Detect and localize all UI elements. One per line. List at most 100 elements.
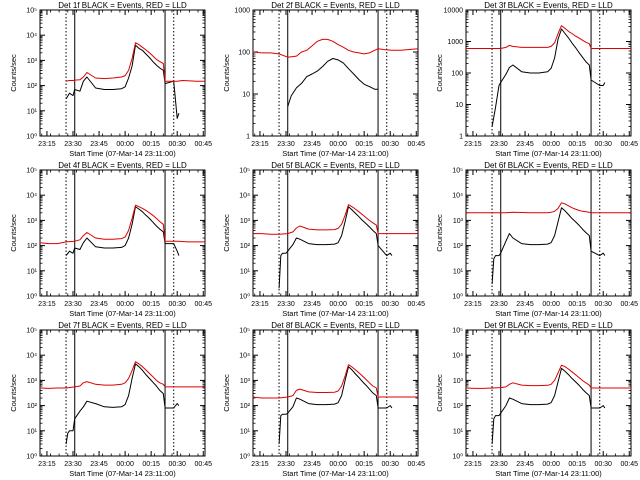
x-tick-label: 23:45 [303, 141, 321, 148]
x-tick-label: 23:30 [490, 461, 508, 468]
x-tick-label: 00:45 [194, 301, 212, 308]
y-tick-label: 100 [451, 71, 463, 78]
plot-frame [465, 9, 632, 137]
lld-series-line [252, 364, 418, 399]
x-tick-label: 00:15 [568, 461, 586, 468]
panel-title: Det 6f BLACK = Events, RED = LLD [484, 161, 613, 170]
y-tick-label: 1000 [234, 8, 250, 15]
panel-title: Det 9f BLACK = Events, RED = LLD [484, 321, 613, 330]
y-tick-label: 10¹ [27, 268, 38, 275]
y-tick-label: 10 [455, 102, 463, 109]
y-tick-label: 10² [453, 243, 464, 250]
x-tick-label: 00:45 [407, 461, 425, 468]
detector-panel-9f: Det 9f BLACK = Events, RED = LLD Counts/s… [435, 321, 638, 478]
y-axis-label: Counts/sec [222, 54, 231, 92]
events-series-line [65, 363, 180, 445]
panel-title: Det 3f BLACK = Events, RED = LLD [484, 1, 613, 10]
x-tick-label: 00:00 [329, 301, 347, 308]
panel-title: Det 7f BLACK = Events, RED = LLD [58, 321, 187, 330]
plot-frame [39, 329, 206, 457]
detector-panel-8f: Det 8f BLACK = Events, RED = LLD Counts/s… [222, 321, 425, 478]
y-tick-label: 10² [27, 83, 38, 90]
lld-series-line [465, 364, 631, 389]
x-tick-label: 23:45 [90, 141, 108, 148]
x-tick-label: 00:15 [142, 461, 160, 468]
x-axis-label: Start Time (07-Mar-14 23:11:00) [69, 149, 176, 158]
y-tick-label: 10⁴ [452, 353, 463, 360]
x-tick-label: 00:15 [355, 461, 373, 468]
y-tick-label: 10⁴ [26, 193, 37, 200]
y-tick-label: 10³ [27, 58, 38, 65]
panel-title: Det 2f BLACK = Events, RED = LLD [271, 1, 400, 10]
x-tick-label: 00:30 [594, 141, 612, 148]
plot-frame [39, 9, 206, 137]
x-tick-label: 23:45 [516, 141, 534, 148]
lld-series-line [466, 202, 631, 214]
y-tick-label: 10² [240, 243, 251, 250]
events-series-line [278, 366, 393, 445]
x-tick-label: 23:45 [303, 301, 321, 308]
x-tick-label: 00:15 [568, 141, 586, 148]
x-axis-label: Start Time (07-Mar-14 23:11:00) [69, 469, 176, 478]
lld-series-line [39, 204, 205, 245]
x-tick-label: 23:45 [516, 461, 534, 468]
x-tick-label: 23:15 [38, 461, 56, 468]
x-tick-label: 00:15 [142, 301, 160, 308]
detector-panel-3f: Det 3f BLACK = Events, RED = LLD Counts/s… [435, 1, 638, 158]
y-tick-label: 10000 [444, 8, 464, 15]
y-tick-label: 10⁴ [26, 33, 37, 40]
x-tick-label: 23:15 [38, 141, 56, 148]
x-tick-label: 23:30 [277, 301, 295, 308]
x-tick-label: 00:15 [355, 301, 373, 308]
x-tick-label: 00:30 [594, 461, 612, 468]
events-series-line [491, 28, 606, 127]
y-axis-label: Counts/sec [9, 214, 18, 252]
x-tick-label: 23:15 [464, 461, 482, 468]
x-tick-label: 00:15 [568, 301, 586, 308]
x-axis-label: Start Time (07-Mar-14 23:11:00) [282, 309, 389, 318]
x-tick-label: 23:15 [251, 141, 269, 148]
y-tick-label: 10³ [27, 218, 38, 225]
y-tick-label: 10¹ [453, 428, 464, 435]
events-series-line [65, 206, 180, 256]
x-tick-label: 23:30 [490, 141, 508, 148]
y-tick-label: 10⁴ [26, 353, 37, 360]
x-tick-label: 23:15 [464, 301, 482, 308]
y-tick-label: 10⁴ [452, 193, 463, 200]
detector-panel-4f: Det 4f BLACK = Events, RED = LLD Counts/s… [9, 161, 212, 318]
y-tick-label: 10¹ [27, 428, 38, 435]
events-series-line [65, 44, 180, 119]
plot-frame [465, 169, 632, 297]
x-tick-label: 00:45 [620, 141, 638, 148]
x-axis-label: Start Time (07-Mar-14 23:11:00) [282, 149, 389, 158]
x-tick-label: 23:30 [64, 141, 82, 148]
y-tick-label: 10⁵ [452, 328, 463, 335]
x-tick-label: 00:30 [168, 141, 186, 148]
y-axis-label: Counts/sec [222, 214, 231, 252]
detector-panel-1f: Det 1f BLACK = Events, RED = LLD Counts/s… [9, 1, 212, 158]
y-tick-label: 10⁰ [26, 452, 37, 460]
x-tick-label: 23:15 [464, 141, 482, 148]
y-tick-label: 1 [459, 133, 463, 140]
y-tick-label: 10⁰ [452, 292, 463, 300]
x-tick-label: 23:45 [516, 301, 534, 308]
x-tick-label: 00:00 [116, 461, 134, 468]
y-tick-label: 10⁰ [452, 452, 463, 460]
detector-panel-2f: Det 2f BLACK = Events, RED = LLD Counts/s… [222, 1, 425, 158]
x-tick-label: 00:00 [329, 141, 347, 148]
panel-title: Det 5f BLACK = Events, RED = LLD [271, 161, 400, 170]
y-tick-label: 10³ [240, 378, 251, 385]
y-tick-label: 10⁵ [26, 328, 37, 335]
x-tick-label: 23:15 [38, 301, 56, 308]
plot-frame [39, 169, 206, 297]
x-tick-label: 00:45 [620, 461, 638, 468]
x-tick-label: 23:30 [64, 301, 82, 308]
y-tick-label: 10¹ [240, 428, 251, 435]
y-tick-label: 10¹ [240, 268, 251, 275]
x-tick-label: 00:00 [542, 461, 560, 468]
y-tick-label: 10⁰ [26, 132, 37, 140]
x-tick-label: 23:30 [64, 461, 82, 468]
y-tick-label: 10 [242, 92, 250, 99]
y-tick-label: 10⁵ [26, 8, 37, 15]
